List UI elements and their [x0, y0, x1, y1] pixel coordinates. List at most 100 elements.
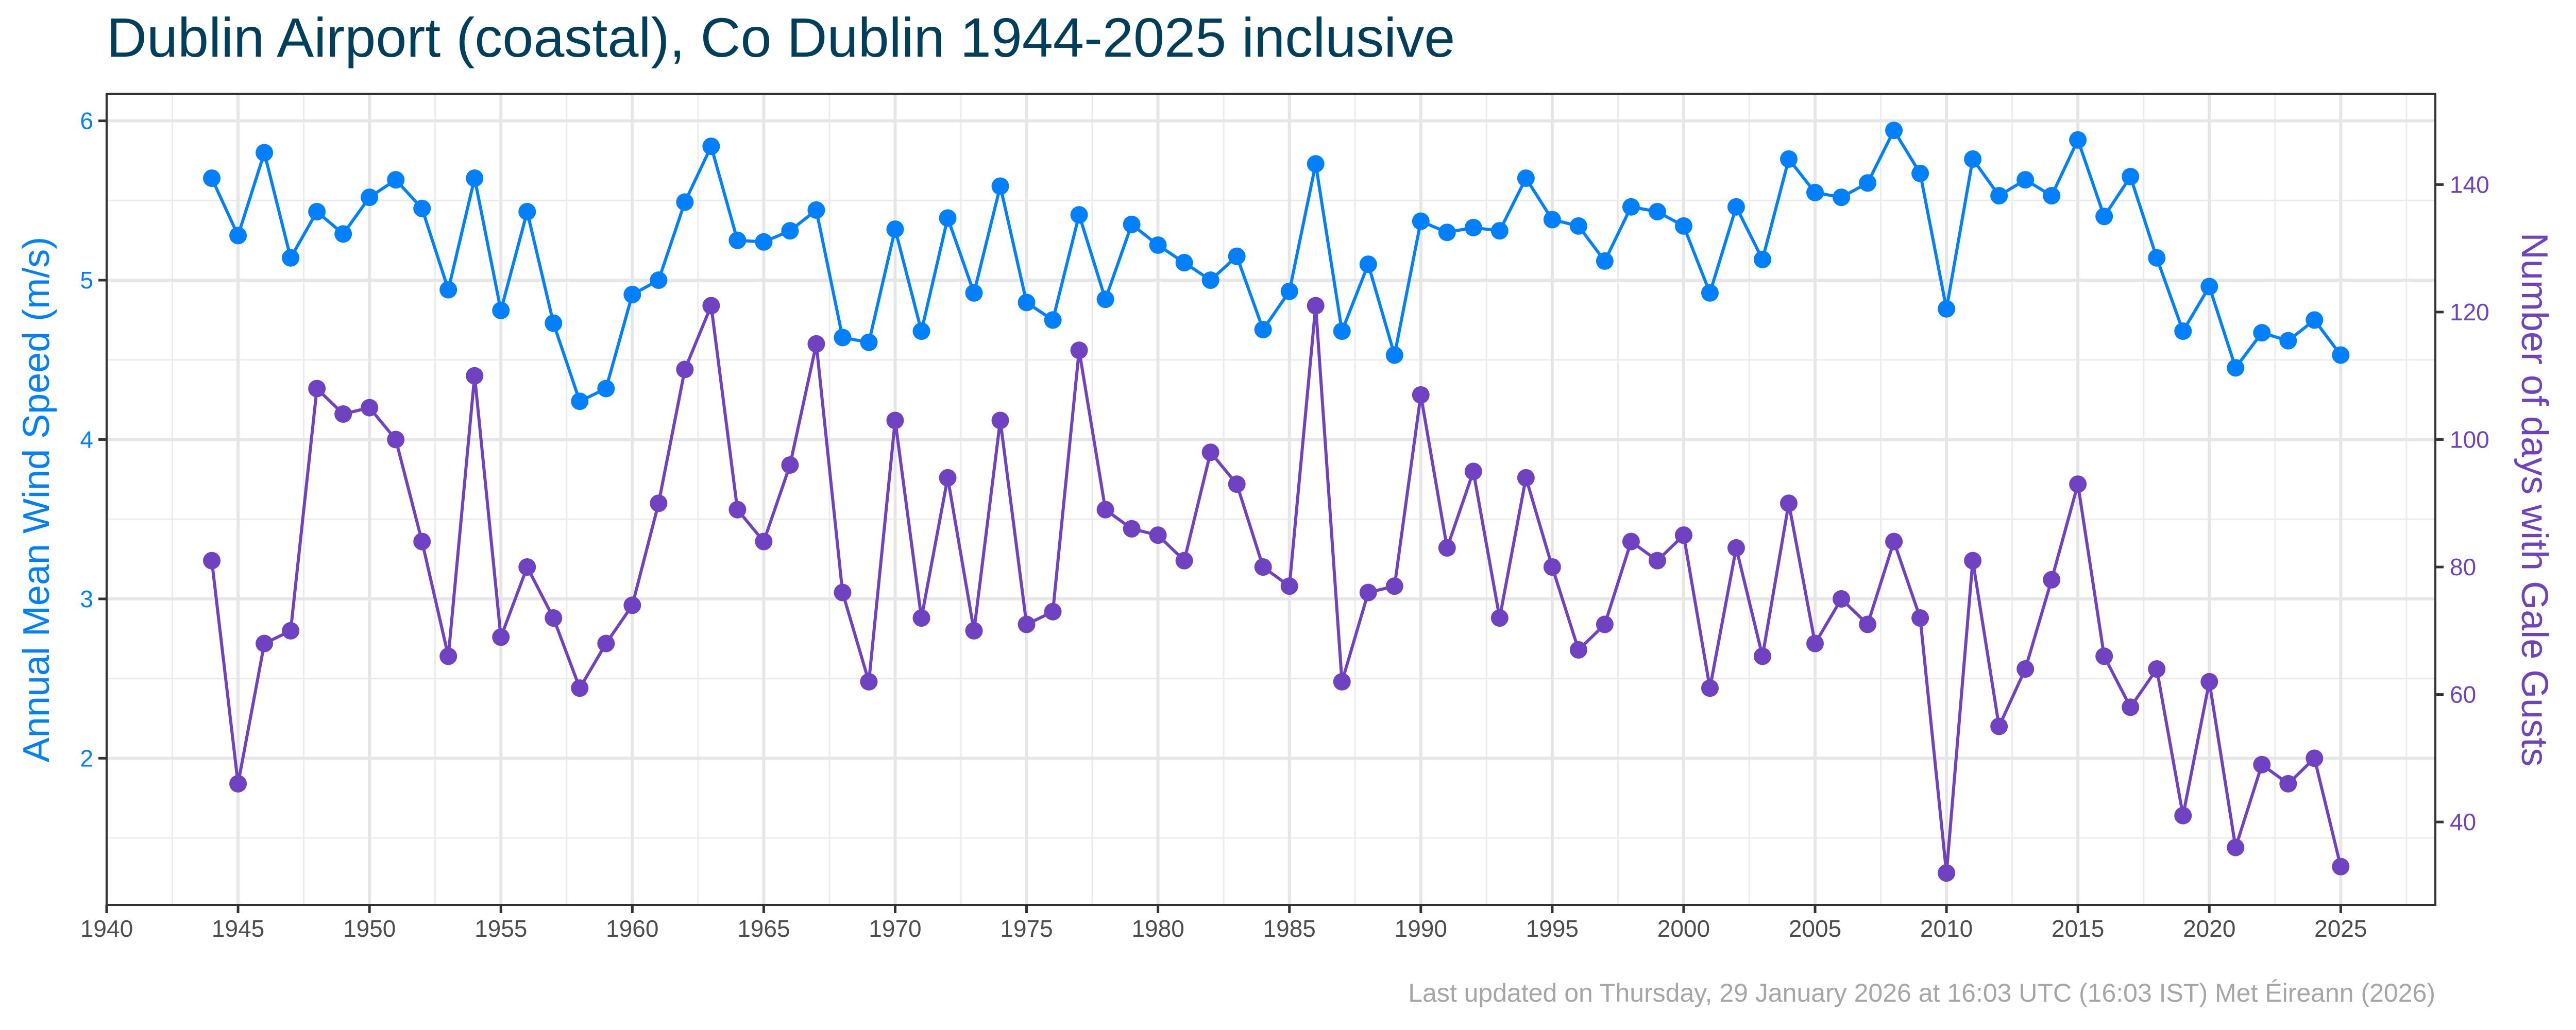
gale-days-point	[1175, 552, 1193, 570]
wind-speed-point	[807, 201, 825, 219]
wind-speed-point	[387, 171, 405, 189]
x-tick-label: 1945	[212, 915, 264, 942]
gale-days-point	[912, 609, 930, 627]
wind-speed-point	[439, 281, 457, 299]
gale-days-point	[1911, 609, 1929, 627]
axis-ticks: 1940 1945 1950 1955 1960 1965 1970 1975 1980 1985…	[80, 108, 2489, 942]
wind-speed-point	[1175, 253, 1193, 271]
gale-days-point	[1280, 577, 1298, 595]
wind-speed-point	[702, 138, 720, 156]
gale-days-point	[361, 399, 379, 417]
gale-days-point	[991, 411, 1009, 430]
gale-days-point	[702, 297, 720, 315]
gale-days-point	[256, 634, 274, 653]
y-axis-right-title: Number of days with Gale Gusts	[2514, 233, 2555, 766]
gale-days-point	[807, 335, 825, 353]
wind-speed-point	[1543, 211, 1561, 229]
gale-days-point	[1517, 469, 1535, 487]
gale-days-point	[518, 558, 536, 576]
gale-days-point	[623, 596, 641, 614]
wind-speed-point	[1359, 255, 1377, 273]
gale-days-point	[466, 367, 484, 385]
x-tick-label: 1975	[1000, 915, 1053, 942]
gale-days-point	[1123, 520, 1141, 538]
wind-speed-point	[1385, 346, 1403, 364]
wind-speed-point	[1280, 282, 1298, 300]
wind-speed-point	[1333, 322, 1351, 340]
wind-speed-point	[1911, 164, 1929, 182]
wind-speed-point	[1044, 311, 1062, 329]
gale-days-point	[939, 469, 957, 487]
wind-speed-point	[755, 233, 773, 251]
wind-speed-point	[466, 169, 484, 187]
gale-days-point	[2200, 673, 2218, 691]
y-left-tick-label: 3	[80, 586, 93, 612]
gale-days-point	[886, 411, 904, 430]
gale-days-point	[229, 775, 247, 793]
gale-days-point	[2043, 571, 2061, 589]
wind-speed-point	[1018, 294, 1036, 312]
wind-speed-point	[256, 144, 274, 162]
gale-days-point	[2174, 806, 2192, 825]
wind-speed-point	[1123, 215, 1141, 233]
gale-days-point	[1859, 615, 1877, 633]
gale-days-point	[1438, 539, 1456, 557]
gale-days-point	[2148, 660, 2166, 678]
wind-speed-point	[2095, 208, 2113, 226]
y-left-tick-label: 2	[80, 745, 93, 771]
gale-days-point	[2253, 756, 2271, 774]
wind-speed-point	[1990, 187, 2008, 205]
wind-speed-point	[1833, 188, 1851, 207]
wind-speed-point	[1070, 206, 1088, 224]
wind-speed-point	[2306, 311, 2324, 329]
gale-days-point	[860, 673, 878, 691]
y-axis-left-title: Annual Mean Wind Speed (m/s)	[16, 237, 57, 762]
gale-days-point	[1464, 462, 1482, 480]
gale-days-point	[1412, 386, 1430, 404]
gale-days-point	[1885, 533, 1903, 551]
y-right-tick-label: 80	[2450, 554, 2476, 580]
wind-speed-point	[728, 231, 747, 249]
wind-speed-point	[361, 188, 379, 207]
wind-speed-point	[912, 322, 930, 340]
gale-days-point	[1228, 475, 1246, 493]
wind-speed-point	[1674, 217, 1692, 235]
x-tick-label: 1950	[343, 915, 396, 942]
wind-speed-point	[1569, 217, 1587, 235]
wind-speed-point	[676, 193, 694, 211]
gale-days-point	[1990, 717, 2008, 735]
wind-speed-point	[1464, 218, 1482, 236]
y-right-tick-label: 120	[2450, 299, 2489, 325]
gale-days-point	[2332, 857, 2350, 876]
chart-title: Dublin Airport (coastal), Co Dublin 1944…	[107, 6, 1455, 68]
wind-speed-point	[2200, 278, 2218, 296]
gale-days-point	[492, 628, 510, 646]
wind-speed-point	[2016, 171, 2035, 189]
gale-days-point	[965, 622, 983, 640]
gale-days-point	[1964, 552, 1982, 570]
gale-days-point	[2122, 698, 2140, 716]
x-tick-label: 2020	[2183, 915, 2235, 942]
wind-speed-point	[1648, 202, 1666, 220]
wind-speed-point	[1254, 320, 1272, 338]
x-tick-label: 2015	[2052, 915, 2104, 942]
x-tick-label: 1960	[606, 915, 658, 942]
gale-days-point	[676, 360, 694, 379]
wind-speed-point	[1885, 122, 1903, 140]
wind-speed-point	[2279, 332, 2297, 350]
wind-speed-point	[282, 249, 300, 267]
gale-days-point	[1780, 494, 1798, 512]
gale-days-point	[1070, 341, 1088, 359]
gale-days-point	[1201, 443, 1219, 461]
wind-speed-point	[1149, 236, 1167, 254]
grid	[105, 94, 2435, 905]
y-left-tick-label: 4	[80, 426, 93, 453]
footer-note: Last updated on Thursday, 29 January 202…	[1408, 978, 2435, 1007]
wind-speed-point	[1438, 224, 1456, 242]
series-layer	[203, 122, 2350, 882]
x-tick-label: 2010	[1920, 915, 1973, 942]
wind-speed-point	[203, 169, 221, 187]
wind-speed-point	[2069, 131, 2087, 149]
gale-days-point	[1701, 679, 1719, 697]
